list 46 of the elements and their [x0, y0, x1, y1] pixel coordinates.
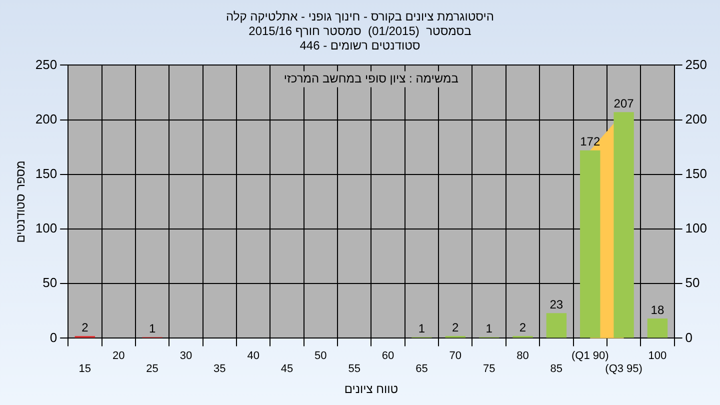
data-label: 23 [550, 297, 564, 312]
y2-tick-label: 100 [685, 220, 708, 236]
x-tick-label: 25 [146, 363, 158, 376]
x-tick-label: 15 [78, 363, 92, 376]
x-tick-label: 85 [550, 363, 563, 376]
x-tick-label: (Q3 95) [605, 363, 642, 376]
x-tick-label: 45 [280, 363, 294, 376]
data-label: 18 [650, 302, 664, 317]
x-tick-label: 80 [516, 350, 529, 362]
y-axis-title: מספר סטודנטים [14, 160, 28, 243]
y2-tick-label: 50 [685, 275, 700, 290]
data-label: 1 [148, 321, 156, 336]
y-tick-label: 150 [35, 166, 58, 181]
y2-tick-label: 150 [685, 166, 708, 181]
x-tick-label: 75 [482, 363, 496, 376]
bar [546, 313, 567, 338]
data-label: 1 [418, 321, 426, 336]
x-tick-label: 65 [416, 363, 428, 376]
x-tick-label: 100 [648, 350, 667, 362]
y-tick-label: 200 [35, 111, 58, 126]
x-tick-label: 60 [382, 350, 394, 362]
x-tick-label: 70 [449, 350, 462, 362]
bar [647, 318, 668, 338]
data-label: 2 [452, 320, 460, 334]
data-label: 2 [519, 320, 526, 334]
x-tick-label: 55 [348, 363, 360, 376]
data-label: 172 [580, 134, 600, 149]
x-tick-label: 20 [112, 350, 125, 362]
y2-tick-label: 0 [685, 330, 693, 345]
data-label: 207 [614, 96, 634, 110]
y2-tick-label: 200 [685, 111, 708, 126]
x-tick-label: 35 [214, 363, 226, 376]
y2-tick-label: 250 [685, 56, 708, 72]
y-tick-label: 250 [35, 56, 58, 72]
annotation: במשימה : ציון סופי במחשב המרכזי [284, 72, 458, 86]
chart-title: היסטוגרמת ציונים בקורס - חינוך גופני - אתלטיקה קלה בסמסטר (01/2015) סמסטר חורף 2015/16 סטודנטים רשומים - 446 [226, 10, 494, 52]
x-axis-title: טווח ציונים [344, 382, 398, 396]
x-tick-label: 50 [314, 350, 327, 362]
x-tick-label: (Q1 90) [571, 350, 609, 362]
x-tick-label: 30 [180, 350, 192, 362]
data-label: 2 [82, 320, 89, 334]
y-tick-label: 0 [50, 330, 58, 345]
data-label: 1 [486, 321, 493, 336]
y-tick-label: 50 [42, 275, 58, 290]
y-tick-label: 100 [35, 220, 58, 236]
x-tick-label: 40 [247, 350, 260, 362]
